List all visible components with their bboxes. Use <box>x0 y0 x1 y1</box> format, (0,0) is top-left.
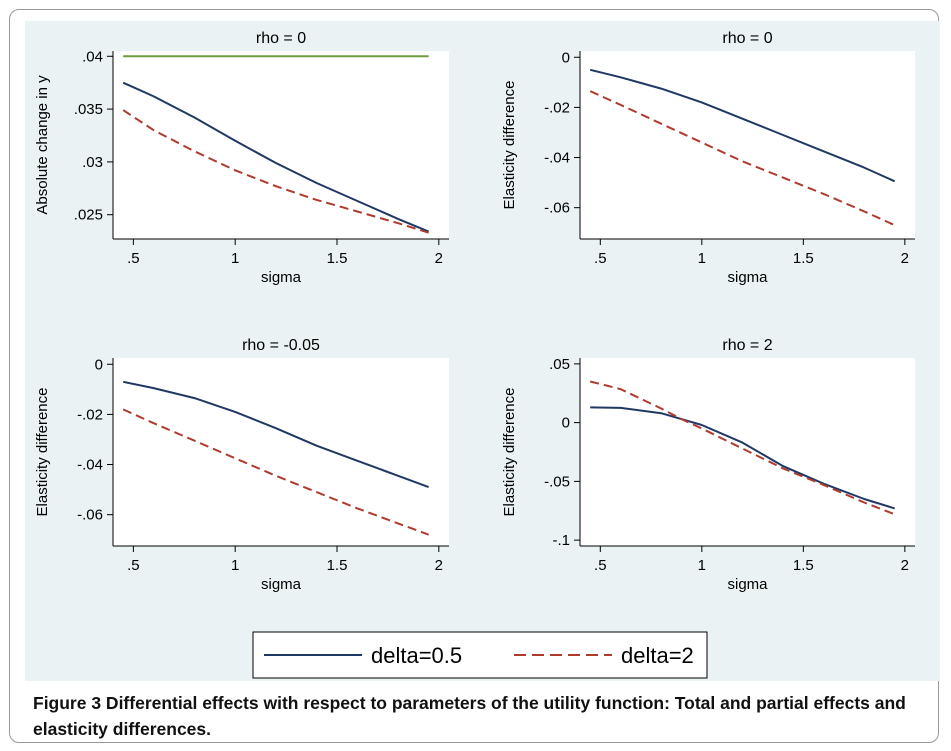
figure-caption: Figure 3 Differential effects with respe… <box>33 693 906 739</box>
panel-3-series-delta-0-5 <box>122 380 429 489</box>
panel-1-y-tick-label: .025 <box>74 207 103 224</box>
panel-1-y-tick-label: .04 <box>82 48 103 65</box>
figure-chart: rho = 0 .025 .03 .035 .04 Absolute change in … <box>34 30 915 679</box>
panel-4-x-tick-label: 1.5 <box>793 557 814 574</box>
panel-1-title: rho = 0 <box>256 30 306 47</box>
panel-2-title: rho = 0 <box>722 30 772 47</box>
panel-2-series-delta-0-5 <box>589 68 896 183</box>
legend-label-1: delta=0.5 <box>371 643 462 668</box>
panel-2-series-delta-2 <box>589 90 896 227</box>
panel-3-y-tick-label: -.02 <box>77 406 103 423</box>
panel-4-series-delta-2 <box>589 380 896 516</box>
panel-3-series-delta-2 <box>122 408 429 536</box>
panel-3-y-axis-label: Elasticity difference <box>34 388 51 517</box>
panel-1-y-axis-label: Absolute change in y <box>34 75 51 215</box>
panel-4-y-tick-label: .05 <box>549 356 570 373</box>
panel-1-series-delta-0-5 <box>122 81 429 233</box>
panel-4-series-delta-0-5 <box>590 406 895 510</box>
panel-1-series-delta-2 <box>122 109 429 234</box>
panel-3-x-tick-label: 2 <box>435 557 443 574</box>
panel-3-y-tick-label: -.04 <box>77 457 103 474</box>
panel-2-y-tick-label: -.04 <box>544 150 570 167</box>
panel-4-x-tick-label: 2 <box>901 557 909 574</box>
panel-3-x-tick-label: .5 <box>127 557 140 574</box>
panel-4-x-axis-label: sigma <box>727 576 768 593</box>
panel-3-x-axis-label: sigma <box>261 576 302 593</box>
panel-3-plot-area <box>113 358 449 546</box>
figure-area: rho = 0 .025 .03 .035 .04 Absolute change in … <box>25 21 940 681</box>
panel-1-x-tick-label: 1.5 <box>327 250 348 267</box>
panel-2-x-tick-label: .5 <box>594 250 607 267</box>
panel-2-y-tick-label: 0 <box>562 49 570 66</box>
panel-3-x-tick-label: 1.5 <box>327 557 348 574</box>
panel-4-title: rho = 2 <box>722 337 772 354</box>
panel-2-x-tick-label: 1.5 <box>793 250 814 267</box>
panel-3-y-tick-label: -.06 <box>77 507 103 524</box>
panel-4-y-tick-label: -.1 <box>552 532 570 549</box>
panel-2-y-tick-label: -.02 <box>544 99 570 116</box>
panel-2-x-axis-label: sigma <box>727 269 768 286</box>
panel-1-x-tick-label: .5 <box>127 250 140 267</box>
panel-1-x-tick-label: 2 <box>435 250 443 267</box>
panel-3-x-tick-label: 1 <box>231 557 239 574</box>
panel-3-y-tick-label: 0 <box>95 356 103 373</box>
panel-2-x-tick-label: 2 <box>901 250 909 267</box>
panel-4-x-tick-label: 1 <box>698 557 706 574</box>
panel-1-y-tick-label: .035 <box>74 101 103 118</box>
panel-1-x-tick-label: 1 <box>231 250 239 267</box>
panel-2-y-axis-label: Elasticity difference <box>501 81 518 210</box>
panel-4-y-axis-label: Elasticity difference <box>501 388 518 517</box>
panel-4-x-tick-label: .5 <box>594 557 607 574</box>
panel-4-y-tick-label: -.05 <box>544 473 570 490</box>
panel-4-y-tick-label: 0 <box>562 415 570 432</box>
panel-1-x-axis-label: sigma <box>261 269 302 286</box>
panel-1-y-tick-label: .03 <box>82 154 103 171</box>
panel-3-title: rho = -0.05 <box>242 337 320 354</box>
panel-2-x-tick-label: 1 <box>698 250 706 267</box>
panel-2-y-tick-label: -.06 <box>544 200 570 217</box>
panel-1-plot-area <box>113 51 449 239</box>
legend-label-2: delta=2 <box>621 643 694 668</box>
